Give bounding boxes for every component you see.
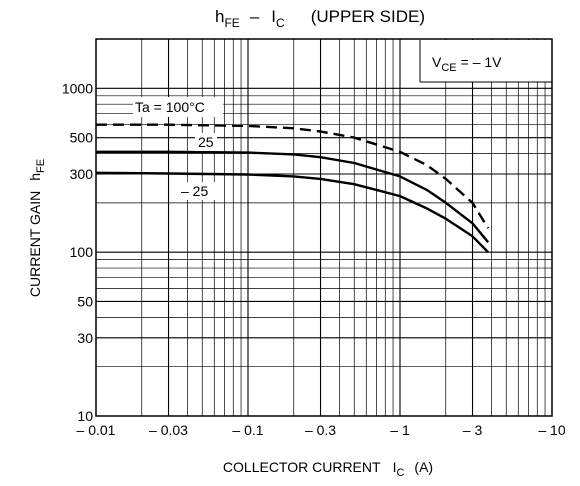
y-tick-label: 30 (77, 330, 93, 346)
series-label-bg-m25 (178, 182, 218, 200)
grid (96, 39, 552, 416)
series-label-bg-25 (195, 133, 217, 151)
y-tick-label: 300 (70, 166, 94, 182)
x-axis-label: COLLECTOR CURRENT IC (A) (223, 459, 433, 479)
y-tick-label: 100 (70, 244, 94, 260)
plot-frame (95, 38, 553, 417)
y-tick-label: 500 (70, 130, 94, 146)
x-tick-label: – 0.1 (232, 422, 263, 438)
x-tick-label: – 3 (463, 422, 483, 438)
series-label-25: 25 (198, 134, 214, 150)
condition-box (420, 40, 550, 82)
tick-labels: – 0.01 – 0.03 – 0.1 – 0.3 – 1 – 3 – 10 10 30 50 10… (62, 80, 566, 438)
series-line-1 (96, 150, 490, 243)
condition-label: VCE = – 1V (432, 54, 502, 74)
y-axis-label: CURRENT GAINhFE (27, 159, 47, 297)
series-label-minus25: – 25 (181, 183, 208, 199)
y-tick-label: 10 (77, 408, 93, 424)
y-tick-label: 50 (77, 293, 93, 309)
x-tick-label: – 10 (538, 422, 565, 438)
x-tick-label: – 0.03 (149, 422, 188, 438)
x-tick-label: – 0.3 (305, 422, 336, 438)
y-tick-label: 1000 (62, 80, 93, 96)
series-layer (95, 123, 490, 254)
series-line-0 (96, 123, 490, 229)
x-tick-label: – 0.01 (77, 422, 116, 438)
x-tick-label: – 1 (390, 422, 410, 438)
series-label-ta100: Ta = 100°C (135, 99, 205, 115)
series-label-bg-100 (133, 97, 223, 117)
series-line-2 (95, 171, 489, 254)
chart-title: hFE – IC (UPPER SIDE) (215, 7, 425, 30)
